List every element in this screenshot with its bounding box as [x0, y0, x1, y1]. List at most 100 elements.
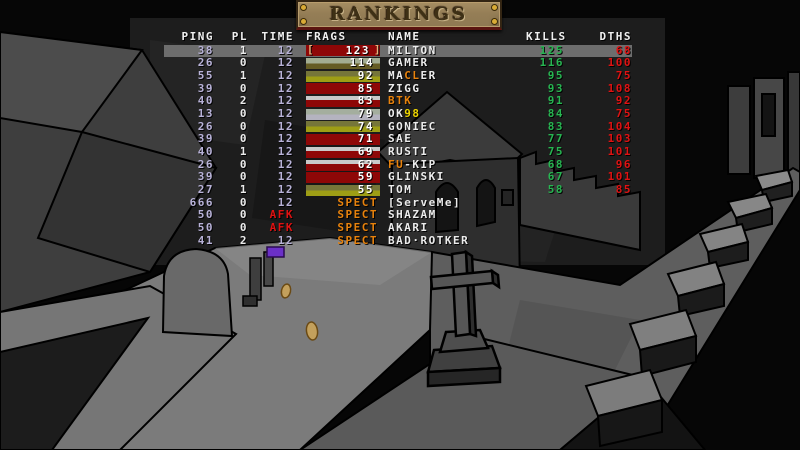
time-value: 12: [277, 157, 294, 171]
right-buildings: [727, 71, 800, 183]
scoreboard-row: 27 1 12 55 TOM 58 85: [164, 183, 632, 197]
frags-cell: 85: [306, 82, 380, 94]
column-header-ping: PING: [181, 30, 214, 44]
time-value: AFK: [269, 208, 294, 222]
battlement-row: [584, 168, 794, 448]
frags-cell: 123: [306, 44, 382, 57]
player-name: GLINSKI: [380, 171, 526, 184]
frags-cell: 79: [306, 107, 380, 120]
deaths-value: 101: [607, 145, 632, 158]
player-name: BTK: [380, 94, 526, 108]
player-name: GONIEC: [380, 119, 526, 134]
cross-monument: [426, 249, 502, 388]
scoreboard-row: 40 2 12 83 BTK 91 92: [164, 94, 632, 108]
player-name-segment: ZIGG: [388, 81, 421, 95]
frags-cell: 71: [306, 132, 380, 145]
scoreboard-row: 50 0 AFK SPECT AKARI: [164, 221, 632, 235]
scoreboard-row: 26 0 12 62 FU-KIP 68 96: [164, 157, 632, 172]
player-name-segment: [ServeMe]: [388, 195, 462, 209]
pl-value: 2: [239, 94, 248, 108]
player-name-segment: TOM: [388, 183, 413, 197]
player-name-segment: GONIEC: [388, 119, 437, 133]
pl-value: 0: [239, 132, 248, 146]
ping-value: 39: [197, 132, 214, 146]
frags-cell: 92: [306, 69, 380, 82]
pl-value: 0: [239, 56, 248, 70]
kills-value: 125: [539, 43, 564, 57]
time-value: 12: [277, 119, 294, 133]
rankings-title: RANKINGS: [329, 4, 469, 25]
scoreboard-row: 50 0 AFK SPECT SHAZAM: [164, 209, 632, 222]
player-name-segment: MILTON: [388, 43, 437, 57]
deaths-value: 104: [607, 119, 632, 133]
frags-cell: SPECT: [337, 195, 378, 209]
column-header-time: TIME: [261, 30, 294, 44]
deaths-value: 101: [607, 170, 632, 184]
player-name: GAMER: [380, 56, 526, 70]
ping-value: 50: [197, 208, 214, 222]
deaths-value: 75: [615, 106, 632, 120]
player-name: ZIGG: [380, 81, 526, 96]
time-value: AFK: [269, 221, 294, 235]
frags-cell: 62: [306, 158, 380, 171]
player-name-segment: CL: [404, 68, 421, 82]
time-value: 12: [277, 132, 294, 146]
time-value: 12: [277, 43, 294, 57]
player-name: FU-KIP: [380, 157, 526, 172]
player-name: TOM: [380, 183, 526, 197]
time-value: 12: [277, 183, 294, 197]
pl-value: 0: [239, 81, 248, 95]
ping-value: 666: [189, 195, 214, 209]
scoreboard-row: 55 1 12 92 MACLER 95 75: [164, 68, 632, 83]
player-name: [ServeMe]: [380, 195, 526, 210]
player-name-segment: 98: [404, 106, 421, 120]
player-name-segment: GAMER: [388, 56, 429, 70]
pl-value: 1: [239, 183, 248, 197]
player-name-segment: RUSTI: [388, 145, 429, 158]
player-name-segment: -KIP: [404, 157, 437, 171]
kills-value: 93: [547, 81, 564, 95]
kills-value: 75: [547, 145, 564, 158]
time-value: 12: [277, 170, 294, 184]
column-header-name: NAME: [388, 30, 421, 44]
kills-value: 58: [547, 183, 564, 197]
column-header-dths: DTHS: [599, 30, 632, 44]
player-name-segment: BAD·ROTKER: [388, 233, 470, 247]
pl-value: 1: [239, 145, 248, 158]
player-name: BAD·ROTKER: [380, 233, 526, 248]
ping-value: 39: [197, 81, 214, 95]
player-name: AKARI: [380, 221, 526, 235]
player-name-segment: BTK: [388, 94, 413, 108]
kills-value: 68: [547, 157, 564, 171]
deaths-value: 108: [607, 81, 632, 95]
ping-value: 40: [197, 94, 214, 108]
tombstone: [161, 247, 234, 338]
time-value: 12: [277, 145, 294, 158]
pl-value: 0: [239, 195, 248, 209]
deaths-value: 96: [615, 157, 632, 171]
time-value: 12: [277, 56, 294, 70]
deaths-value: 103: [607, 132, 632, 146]
ping-value: 40: [197, 145, 214, 158]
player-name: OK98: [380, 106, 526, 121]
pl-value: 0: [239, 221, 248, 235]
player-name-segment: AKARI: [388, 221, 429, 235]
ping-value: 55: [197, 68, 214, 82]
gold-shard-icon: [280, 283, 292, 299]
frags-cell: SPECT: [337, 233, 378, 247]
frags-cell: 59: [306, 171, 380, 183]
scoreboard-rows: 38 1 12 123 MILTON 125 68 26 0 12 114 GA…: [164, 43, 632, 248]
scoreboard-row: 38 1 12 123 MILTON 125 68: [164, 43, 632, 58]
rivet-icon: [300, 18, 307, 25]
kills-value: 95: [547, 68, 564, 82]
frags-cell: 55: [306, 183, 380, 196]
scoreboard-row: 39 0 12 71 SAE 77 103: [164, 132, 632, 146]
rivet-icon: [491, 18, 498, 25]
frags-cell: 114: [306, 56, 380, 69]
deaths-value: 92: [615, 94, 632, 108]
scoreboard-row: 666 0 12 SPECT [ServeMe]: [164, 195, 632, 210]
deaths-value: 85: [615, 183, 632, 197]
player-name: RUSTI: [380, 145, 526, 159]
